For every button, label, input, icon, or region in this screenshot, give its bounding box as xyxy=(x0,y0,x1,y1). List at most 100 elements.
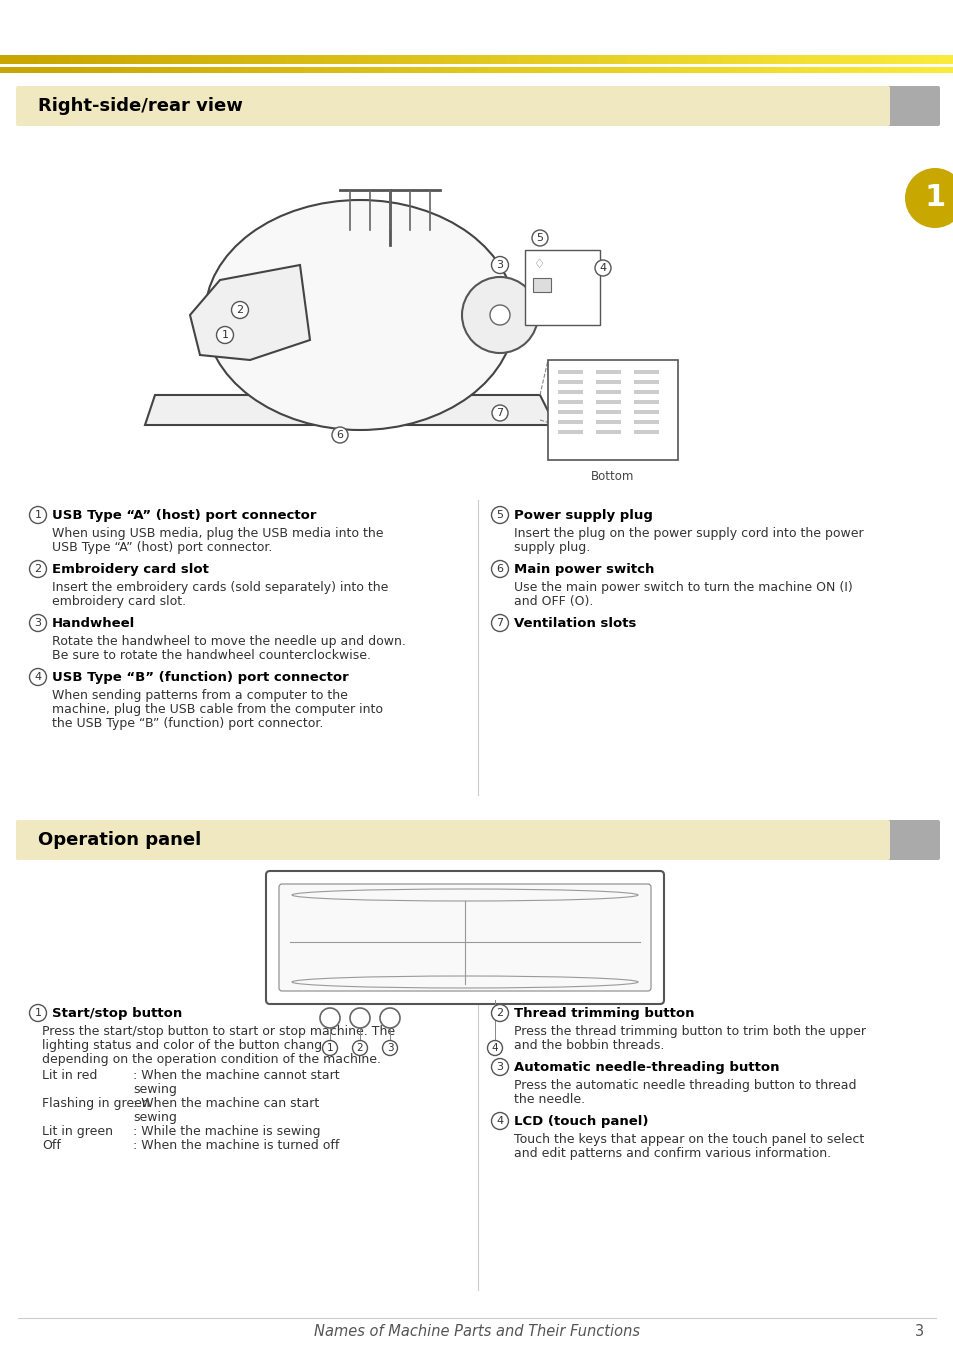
Bar xyxy=(941,67,944,73)
Bar xyxy=(92,67,96,73)
Bar xyxy=(801,67,804,73)
Text: and edit patterns and confirm various information.: and edit patterns and confirm various in… xyxy=(514,1147,830,1161)
Bar xyxy=(73,55,77,63)
Bar xyxy=(721,55,725,63)
Bar xyxy=(622,67,627,73)
Bar xyxy=(651,67,656,73)
Bar xyxy=(372,67,375,73)
Bar xyxy=(455,67,458,73)
Bar xyxy=(760,55,763,63)
Bar xyxy=(937,55,942,63)
Bar xyxy=(664,67,668,73)
Bar xyxy=(498,55,503,63)
Bar xyxy=(626,55,630,63)
Bar xyxy=(762,67,766,73)
Text: depending on the operation condition of the machine.: depending on the operation condition of … xyxy=(42,1053,380,1066)
Bar xyxy=(283,67,287,73)
Bar xyxy=(880,55,884,63)
Bar xyxy=(496,55,499,63)
Bar xyxy=(950,55,953,63)
Bar xyxy=(114,67,118,73)
Bar xyxy=(855,55,859,63)
Bar xyxy=(924,55,928,63)
Bar xyxy=(575,55,579,63)
Bar xyxy=(270,55,274,63)
Bar xyxy=(254,67,258,73)
Bar xyxy=(639,67,642,73)
Bar xyxy=(426,55,430,63)
Bar xyxy=(245,55,249,63)
Bar xyxy=(26,67,30,73)
Bar xyxy=(381,55,385,63)
Bar xyxy=(702,67,706,73)
Bar xyxy=(353,67,356,73)
Bar xyxy=(562,55,566,63)
Bar xyxy=(781,67,785,73)
Bar xyxy=(305,67,309,73)
Bar xyxy=(388,67,392,73)
Bar xyxy=(133,55,137,63)
Bar xyxy=(632,55,637,63)
Bar xyxy=(877,55,881,63)
Bar xyxy=(298,67,303,73)
Bar xyxy=(64,55,68,63)
Bar xyxy=(114,55,118,63)
Bar xyxy=(73,67,77,73)
Bar xyxy=(515,55,518,63)
Bar xyxy=(772,55,776,63)
Bar xyxy=(219,55,223,63)
Bar xyxy=(558,430,582,434)
Bar xyxy=(639,55,642,63)
Polygon shape xyxy=(145,395,555,425)
Bar xyxy=(146,55,151,63)
Bar xyxy=(3,55,8,63)
Bar xyxy=(596,390,620,394)
Text: Be sure to rotate the handwheel counterclockwise.: Be sure to rotate the handwheel counterc… xyxy=(52,648,371,662)
Bar xyxy=(445,67,449,73)
Bar xyxy=(457,67,461,73)
Bar xyxy=(810,67,814,73)
Bar xyxy=(98,55,103,63)
Bar xyxy=(753,67,757,73)
Bar xyxy=(689,55,694,63)
Bar xyxy=(619,55,623,63)
Bar xyxy=(165,67,170,73)
Bar xyxy=(289,55,294,63)
Bar xyxy=(286,55,290,63)
Bar xyxy=(622,55,627,63)
Bar xyxy=(267,67,271,73)
Bar xyxy=(476,67,480,73)
Text: Lit in green: Lit in green xyxy=(42,1126,112,1138)
Bar xyxy=(596,400,620,404)
Bar xyxy=(613,55,618,63)
Bar xyxy=(384,67,389,73)
Bar xyxy=(369,67,373,73)
Text: 3: 3 xyxy=(496,1062,503,1072)
Bar xyxy=(596,410,620,414)
Bar xyxy=(226,67,230,73)
Bar xyxy=(22,67,27,73)
Bar xyxy=(829,67,833,73)
Bar xyxy=(464,67,468,73)
Bar xyxy=(861,55,865,63)
Text: Start/stop button: Start/stop button xyxy=(52,1007,182,1020)
Bar xyxy=(178,55,182,63)
Bar xyxy=(886,55,890,63)
Bar xyxy=(188,67,192,73)
Bar xyxy=(931,67,935,73)
Bar xyxy=(210,55,213,63)
Bar xyxy=(124,67,128,73)
Bar xyxy=(617,67,620,73)
Bar xyxy=(874,67,878,73)
Text: sewing: sewing xyxy=(132,1082,176,1096)
Bar xyxy=(331,55,335,63)
Bar xyxy=(746,55,751,63)
Bar xyxy=(607,55,611,63)
Bar xyxy=(839,67,842,73)
Bar xyxy=(181,55,185,63)
Text: Press the automatic needle threading button to thread: Press the automatic needle threading but… xyxy=(514,1078,856,1092)
Bar xyxy=(362,55,366,63)
Bar xyxy=(727,67,732,73)
Bar xyxy=(870,67,875,73)
Bar xyxy=(848,55,852,63)
